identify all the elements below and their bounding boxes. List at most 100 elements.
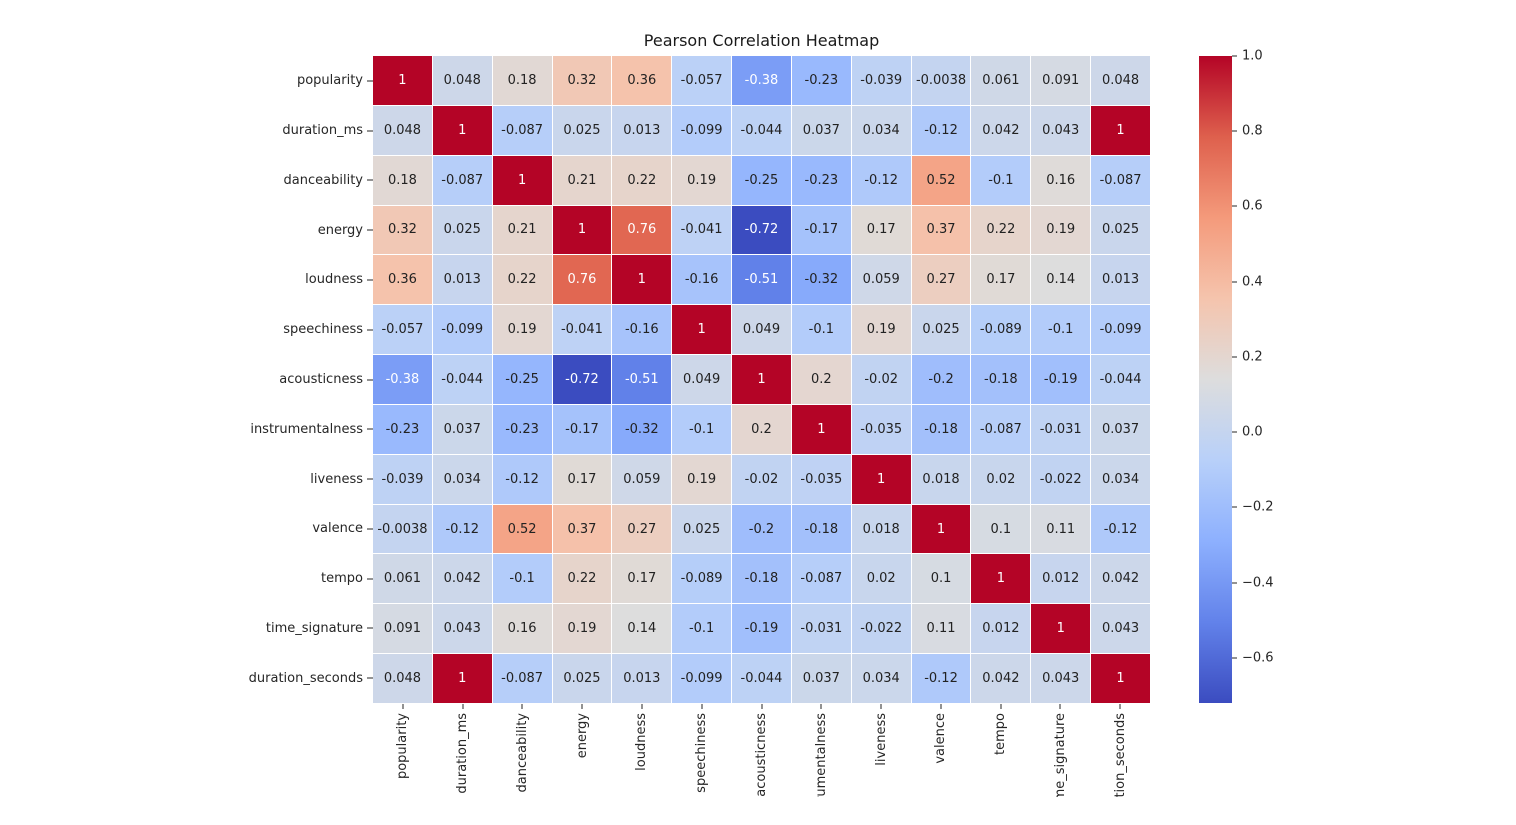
heatmap-cell: -0.099	[432, 305, 492, 355]
x-tick-mark	[581, 704, 583, 709]
y-tick-label: time_signature	[265, 620, 363, 636]
heatmap-cell: -0.057	[672, 56, 732, 105]
heatmap-cell: 0.025	[432, 205, 492, 255]
x-tick-label: valence	[911, 713, 971, 797]
colorbar-tick-label: 0.6	[1242, 198, 1263, 214]
heatmap-cell: -0.089	[971, 305, 1031, 355]
x-axis-ticks	[373, 704, 1150, 710]
heatmap-cell: 0.025	[552, 105, 612, 155]
x-tick-mark	[701, 704, 703, 709]
x-tick-mark	[641, 704, 643, 709]
heatmap-cell: 0.034	[1091, 454, 1150, 504]
heatmap-cell: 0.059	[851, 255, 911, 305]
heatmap-cell: -0.12	[492, 454, 552, 504]
heatmap-cell: 0.034	[851, 654, 911, 703]
x-tick-label-text: valence	[933, 713, 949, 764]
heatmap-cell: 0.11	[911, 604, 971, 654]
heatmap-cell: 0.061	[971, 56, 1031, 105]
colorbar-tick-label: 0.2	[1242, 349, 1263, 365]
x-tick-label-text: danceability	[514, 713, 530, 793]
heatmap-cell: -0.18	[971, 355, 1031, 404]
heatmap-cell: -0.12	[851, 155, 911, 205]
heatmap-cell: 0.059	[612, 454, 672, 504]
heatmap-cell: 0.17	[552, 454, 612, 504]
heatmap-cell: -0.16	[612, 305, 672, 355]
heatmap-cell: -0.1	[492, 554, 552, 604]
heatmap-cell: 0.018	[911, 454, 971, 504]
heatmap-cell: -0.18	[791, 504, 851, 554]
x-tick-mark	[1059, 704, 1061, 709]
heatmap-cell: -0.035	[851, 404, 911, 454]
heatmap-cell: -0.72	[552, 355, 612, 404]
heatmap-cell: 0.18	[373, 155, 432, 205]
heatmap-cell: -0.099	[1091, 305, 1150, 355]
y-tick-label: instrumentalness	[250, 421, 363, 437]
heatmap-cell: -0.031	[791, 604, 851, 654]
heatmap-cell: 0.37	[552, 504, 612, 554]
heatmap-cell: 1	[612, 255, 672, 305]
colorbar-tick-label: −0.2	[1242, 499, 1274, 515]
heatmap-cell: 0.76	[552, 255, 612, 305]
x-tick-label-text: duration_ms	[455, 713, 471, 794]
x-tick-label: acousticness	[732, 713, 792, 797]
y-tick-mark	[367, 179, 373, 181]
heatmap-cell: 0.037	[791, 654, 851, 703]
heatmap-cell: -0.087	[432, 155, 492, 205]
x-tick-mark	[1119, 704, 1121, 709]
x-tick-label-text: liveness	[873, 713, 889, 766]
heatmap-cell: -0.12	[432, 504, 492, 554]
x-tick-label-text: acousticness	[753, 713, 769, 797]
x-tick-label: danceability	[493, 713, 553, 797]
x-tick-label: instrumentalness	[791, 713, 851, 797]
y-tick-label: duration_ms	[282, 123, 363, 139]
y-tick-mark	[367, 229, 373, 231]
heatmap-cell: -0.23	[791, 56, 851, 105]
heatmap-cell: 0.36	[612, 56, 672, 105]
heatmap-cell: 0.21	[552, 155, 612, 205]
heatmap-cell: 0.042	[1091, 554, 1150, 604]
heatmap-cell: 0.19	[552, 604, 612, 654]
heatmap-cell: 0.037	[432, 404, 492, 454]
heatmap-cell: -0.38	[373, 355, 432, 404]
x-tick-label: time_signature	[1030, 713, 1090, 797]
heatmap-cell: -0.19	[1031, 355, 1091, 404]
heatmap-cell: -0.1	[1031, 305, 1091, 355]
heatmap-cell: 1	[971, 554, 1031, 604]
heatmap-cell: -0.031	[1031, 404, 1091, 454]
heatmap-cell: -0.51	[732, 255, 791, 305]
heatmap-cell: -0.12	[911, 105, 971, 155]
y-tick-label: loudness	[305, 272, 363, 288]
heatmap-cell: 0.16	[492, 604, 552, 654]
heatmap-cell: -0.2	[732, 504, 791, 554]
colorbar-tick-labels: 1.0 0.8 0.6 0.4 0.2 0.0 −0.2 −0.4 −0.6	[1232, 50, 1302, 703]
heatmap-cell: 0.043	[1031, 105, 1091, 155]
y-tick-label: duration_seconds	[248, 670, 363, 686]
heatmap-cell: 1	[672, 305, 732, 355]
heatmap-cell: -0.041	[552, 305, 612, 355]
heatmap-cell: -0.1	[791, 305, 851, 355]
heatmap-cell: -0.039	[851, 56, 911, 105]
colorbar-tick-label: −0.4	[1242, 575, 1274, 591]
heatmap-cell: 0.02	[851, 554, 911, 604]
heatmap-cell: -0.044	[1091, 355, 1150, 404]
y-tick-mark	[367, 528, 373, 530]
colorbar-tick-mark	[1232, 431, 1237, 433]
heatmap-cell: 0.22	[971, 205, 1031, 255]
heatmap-cell: 0.76	[612, 205, 672, 255]
colorbar-gradient	[1199, 56, 1232, 703]
y-tick-mark	[367, 130, 373, 132]
heatmap-cell: -0.1	[672, 404, 732, 454]
heatmap-cell: 1	[492, 155, 552, 205]
colorbar-tick: −0.4	[1232, 576, 1274, 589]
heatmap-cell: 0.02	[971, 454, 1031, 504]
heatmap-cell: 0.034	[432, 454, 492, 504]
y-tick-mark	[367, 329, 373, 331]
heatmap-cell: -0.18	[732, 554, 791, 604]
heatmap-cell: 0.17	[612, 554, 672, 604]
y-tick-label: danceability	[283, 172, 363, 188]
x-tick-label-text: loudness	[634, 713, 650, 771]
y-tick-label: valence	[312, 521, 363, 537]
heatmap-cell: 0.22	[492, 255, 552, 305]
heatmap-cell: 1	[911, 504, 971, 554]
